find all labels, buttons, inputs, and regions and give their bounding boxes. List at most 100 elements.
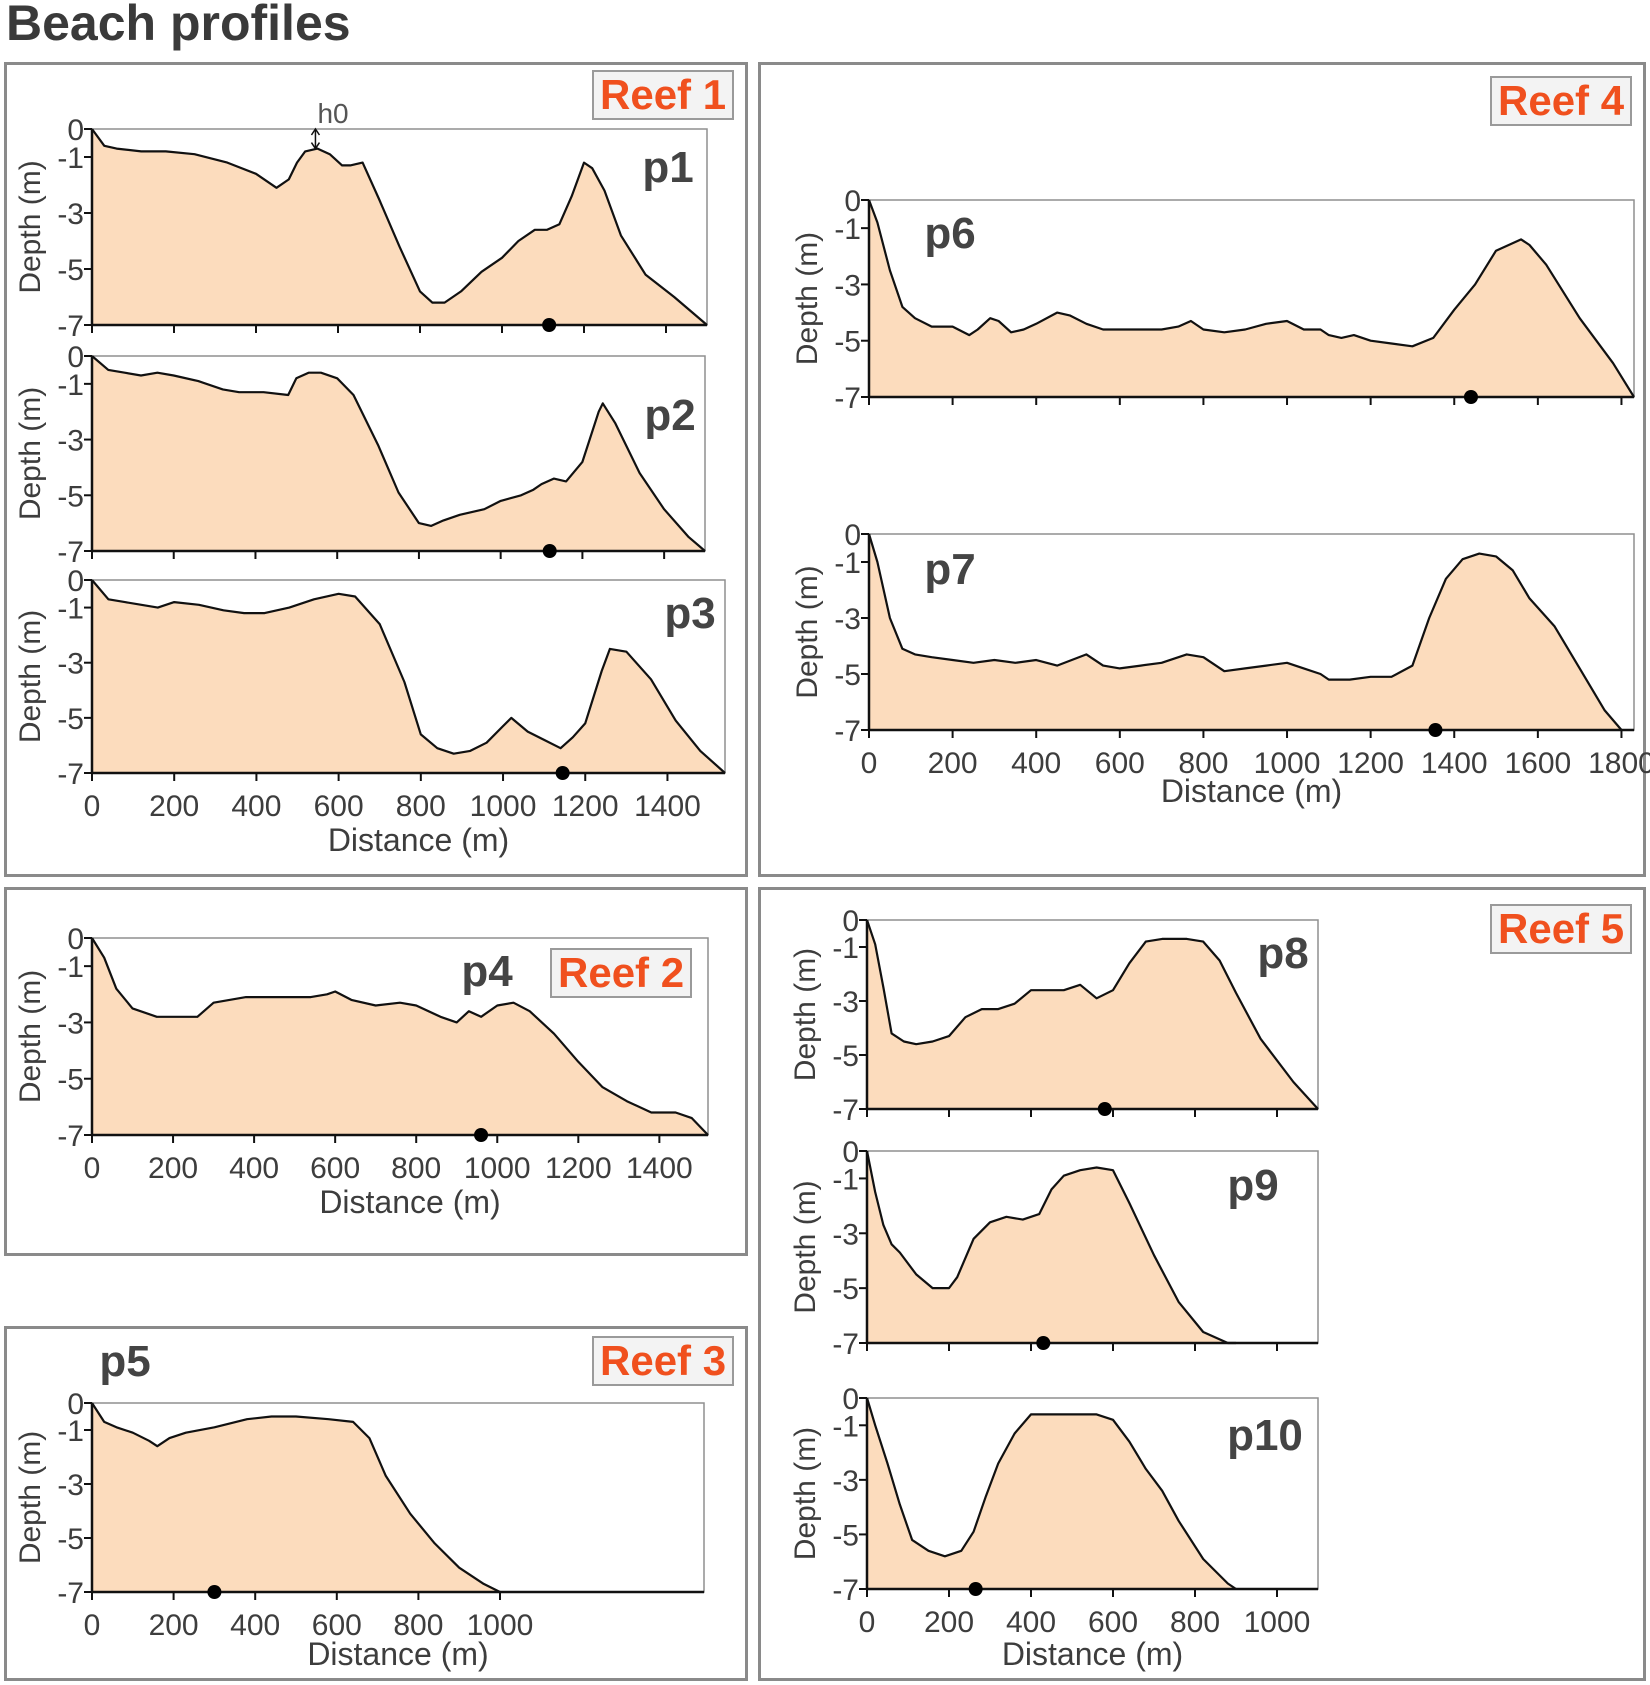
profile-title-p7: p7: [924, 545, 975, 594]
x-tick-label: 1800: [1588, 747, 1650, 780]
y-tick-label: -7: [57, 1577, 84, 1610]
y-tick-label: 0: [842, 1136, 859, 1169]
profile-area: [869, 534, 1622, 730]
y-axis-label: Depth (m): [791, 232, 824, 365]
y-tick-label: -3: [834, 269, 861, 302]
marker-dot: [542, 318, 557, 332]
x-tick-label: 0: [84, 790, 101, 823]
profile-area: [92, 1403, 500, 1592]
x-tick-label: 400: [230, 1609, 280, 1642]
profile-line: [867, 199, 1635, 398]
reef-3-label: Reef 3: [592, 1336, 735, 1386]
x-axis-label: Distance (m): [1161, 773, 1342, 809]
y-tick-label: -7: [832, 1574, 859, 1607]
x-tick-label: 400: [1011, 747, 1061, 780]
x-tick-label: 1000: [470, 790, 537, 823]
y-tick-label: -3: [834, 603, 861, 636]
x-axis-label: Distance (m): [1002, 1636, 1183, 1672]
profile-line: [865, 919, 1319, 1110]
profile-area: [92, 938, 708, 1135]
y-tick-label: -5: [834, 659, 861, 692]
y-tick-label: 0: [67, 341, 84, 374]
y-axis-label: Depth (m): [14, 160, 47, 293]
x-tick-label: 1200: [552, 790, 619, 823]
profile-area: [92, 356, 705, 551]
y-tick-label: -7: [834, 715, 861, 748]
profile-title-p2: p2: [644, 391, 695, 440]
x-tick-label: 800: [1170, 1606, 1220, 1639]
y-tick-label: 0: [67, 565, 84, 598]
y-axis-label: Depth (m): [14, 387, 47, 520]
reef-3-panel: [4, 1326, 748, 1681]
y-tick-label: -5: [832, 1273, 859, 1306]
y-tick-label: -3: [832, 1465, 859, 1498]
profile-p7: 0-1-3-5-70 200 400 600 800 1000 1200 1400 1600 18…: [791, 519, 1650, 809]
y-tick-label: -5: [57, 254, 84, 287]
x-tick-label: 600: [310, 1152, 360, 1185]
x-tick-label: 400: [229, 1152, 279, 1185]
y-tick-label: -1: [832, 932, 859, 965]
profile-title-p6: p6: [924, 209, 975, 258]
x-tick-label: 800: [1178, 747, 1228, 780]
marker-dot: [542, 544, 557, 558]
x-tick-label: 200: [148, 1152, 198, 1185]
y-axis-label: Depth (m): [14, 610, 47, 743]
profile-line: [91, 579, 726, 774]
profile-line: [865, 1397, 1237, 1590]
marker-dot: [1036, 1336, 1051, 1350]
profile-title-p5: p5: [99, 1337, 150, 1386]
x-tick-label: 1400: [626, 1152, 693, 1185]
y-tick-label: -1: [57, 593, 84, 626]
x-tick-label: 200: [149, 1609, 199, 1642]
reef-5-label: Reef 5: [1490, 904, 1633, 954]
profile-p8: 0-1 -3 -5 -7 Depth (m) p8: [789, 905, 1319, 1127]
y-tick-label: 0: [842, 905, 859, 938]
marker-dot: [207, 1585, 222, 1599]
y-tick-label: -1: [832, 1163, 859, 1196]
marker-dot: [968, 1582, 983, 1596]
y-tick-label: -7: [832, 1094, 859, 1127]
profile-p3: 0-1-3-5-70 200 400 600 800 1000 1200 1400Depth …: [14, 565, 726, 858]
x-tick-label: 800: [393, 1609, 443, 1642]
profile-area: [867, 1151, 1236, 1343]
y-tick-label: -5: [57, 1523, 84, 1556]
x-tick-label: 200: [149, 790, 199, 823]
x-tick-label: 0: [861, 747, 878, 780]
x-tick-label: 1600: [1504, 747, 1571, 780]
profile-line: [91, 355, 706, 552]
y-tick-label: -1: [57, 1415, 84, 1448]
x-tick-label: 0: [859, 1606, 876, 1639]
h0-arrowhead-up: [310, 127, 321, 136]
marker-dot: [555, 766, 570, 780]
x-tick-label: 0: [84, 1609, 101, 1642]
y-tick-label: 0: [67, 1388, 84, 1421]
y-tick-label: -3: [832, 986, 859, 1019]
y-tick-label: -7: [832, 1328, 859, 1361]
x-axis-label: Distance (m): [328, 822, 509, 858]
profile-area: [92, 129, 707, 325]
profile-title-p3: p3: [664, 589, 715, 638]
profile-line: [91, 128, 708, 326]
marker-dot: [1428, 723, 1443, 737]
profile-area: [867, 1398, 1236, 1589]
marker-dot: [1097, 1102, 1112, 1116]
x-tick-label: 800: [391, 1152, 441, 1185]
profile-area: [92, 580, 725, 773]
x-tick-label: 800: [396, 790, 446, 823]
profile-p6: 0-1 -3 -5 -7 Depth (m) p6: [791, 185, 1635, 415]
profile-area: [867, 920, 1318, 1109]
profile-p2: 0-1 -3 -5 -7 Depth (m) p2: [14, 341, 706, 569]
profile-p1: 0-1 -3 -5 -7 Depth (m) p1: [14, 114, 708, 343]
reef-1-label: Reef 1: [592, 70, 735, 120]
h0-annotation: h0: [310, 98, 349, 150]
y-tick-label: -1: [57, 951, 84, 984]
x-axis-label: Distance (m): [307, 1636, 488, 1672]
h0-label: h0: [317, 98, 348, 129]
x-axis-label: Distance (m): [319, 1184, 500, 1220]
y-tick-label: -3: [57, 425, 84, 458]
profile-p9: 0-1 -3 -5 -7 Depth (m) p9: [789, 1136, 1319, 1361]
reef-4-label: Reef 4: [1490, 76, 1633, 126]
y-tick-label: -7: [57, 536, 84, 569]
y-tick-label: -3: [57, 648, 84, 681]
